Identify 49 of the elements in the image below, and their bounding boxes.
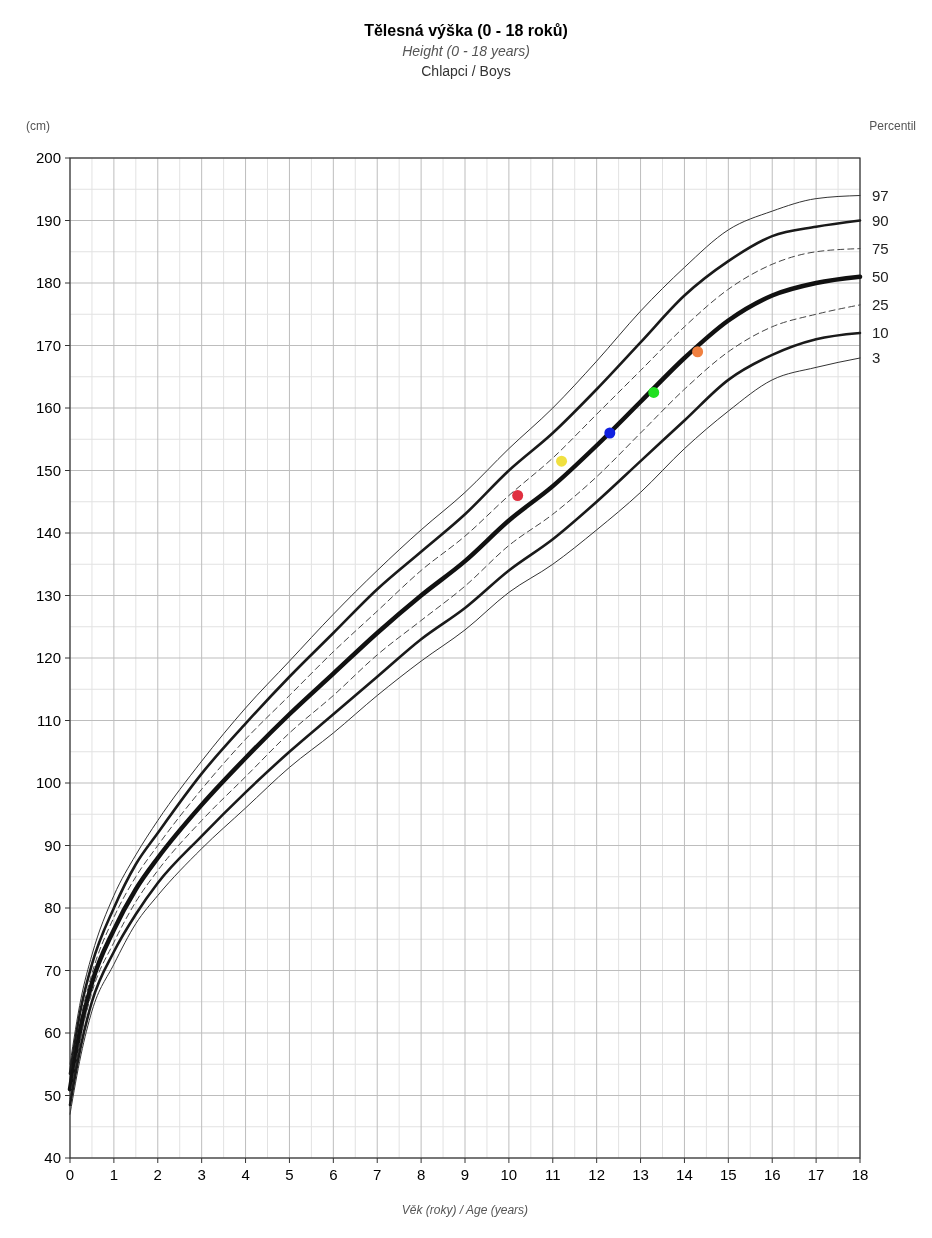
y-tick-label: 200	[35, 149, 61, 166]
x-tick-label: 0	[65, 1166, 75, 1183]
x-tick-label: 15	[719, 1166, 737, 1183]
x-tick-label: 9	[460, 1166, 470, 1183]
y-tick-label: 190	[35, 211, 61, 229]
series-label: 10	[872, 324, 889, 341]
x-tick-label: 1	[109, 1166, 119, 1183]
x-tick-label: 11	[544, 1166, 561, 1183]
chart-title: Tělesná výška (0 - 18 roků)	[364, 22, 568, 39]
series-label: 25	[872, 295, 889, 313]
y-tick-label: 110	[37, 711, 61, 729]
y-tick-label: 40	[44, 1149, 61, 1166]
x-axis-title: Věk (roky) / Age (years)	[401, 1203, 529, 1217]
x-tick-label: 12	[588, 1166, 606, 1183]
x-tick-label: 17	[807, 1166, 825, 1183]
x-tick-label: 4	[241, 1166, 250, 1183]
series-label: 75	[872, 239, 889, 257]
y-tick-label: 100	[35, 774, 61, 791]
y-tick-label: 140	[35, 524, 61, 541]
x-tick-label: 18	[851, 1166, 869, 1183]
y-tick-label: 90	[44, 836, 61, 854]
x-tick-label: 13	[632, 1166, 649, 1183]
y-tick-label: 50	[44, 1086, 61, 1104]
series-label: 50	[872, 267, 889, 285]
x-tick-label: 5	[285, 1166, 294, 1183]
y-tick-label: 130	[35, 586, 61, 604]
series-label: 3	[872, 349, 881, 366]
x-tick-label: 3	[197, 1166, 206, 1183]
y-tick-label: 80	[44, 899, 61, 916]
x-tick-label: 10	[500, 1166, 518, 1183]
series-label: 97	[872, 186, 889, 204]
legend-title: Percentil	[869, 119, 916, 133]
x-tick-label: 6	[329, 1166, 338, 1183]
text: Chlapci / Boys	[421, 63, 511, 79]
y-tick-label: 120	[35, 649, 61, 666]
series-label: 90	[872, 211, 889, 229]
x-tick-label: 2	[153, 1166, 162, 1183]
y-axis-title: (cm)	[26, 119, 50, 133]
y-tick-label: 70	[44, 961, 61, 979]
y-tick-label: 60	[44, 1024, 61, 1041]
y-tick-label: 180	[35, 274, 61, 291]
x-tick-label: 14	[676, 1166, 693, 1183]
y-tick-label: 160	[35, 399, 61, 416]
x-tick-label: 8	[416, 1166, 426, 1183]
chart-subtitle: Height (0 - 18 years)	[402, 43, 530, 59]
y-tick-label: 170	[35, 336, 61, 354]
y-tick-label: 150	[35, 461, 61, 479]
x-tick-label: 7	[373, 1166, 382, 1183]
x-tick-label: 16	[763, 1166, 781, 1183]
